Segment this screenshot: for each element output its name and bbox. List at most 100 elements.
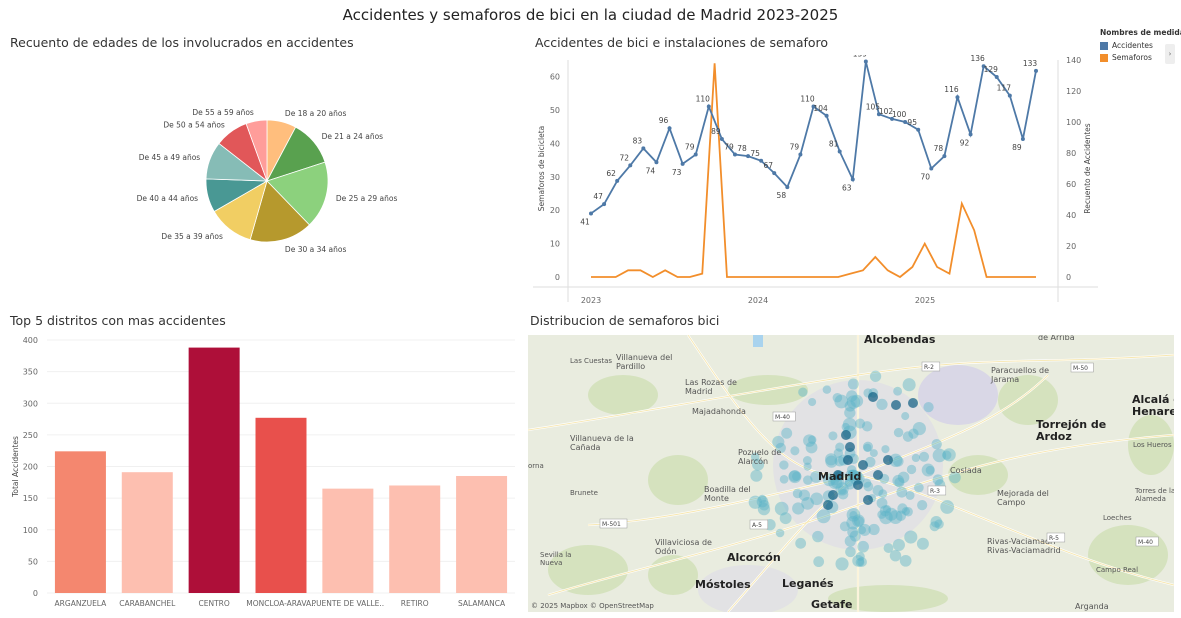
semaforo-hotspot <box>828 490 838 500</box>
x-category-label: MONCLOA-ARAVA.. <box>246 599 316 608</box>
map-place-label: Rivas-Vaciamadri Rivas-Vaciamadrid <box>987 537 1061 555</box>
semaforo-hotspot <box>823 500 833 510</box>
semaforo-heat-point <box>942 450 952 460</box>
semaforo-heat-point <box>849 530 861 542</box>
legend-scroll-arrow-icon[interactable]: › <box>1165 44 1175 64</box>
semaforo-heat-point <box>846 515 860 530</box>
semaforo-heat-point <box>748 495 762 509</box>
accidentes-data-label: 110 <box>800 95 815 104</box>
semaforo-heat-point <box>847 378 859 390</box>
pie-slice[interactable] <box>266 161 329 226</box>
semaforo-heat-point <box>905 490 915 500</box>
semaforo-heat-point <box>758 499 770 511</box>
x-category-label: SALAMANCA <box>458 599 506 608</box>
pie-slice-label: De 18 a 20 años <box>285 109 347 118</box>
map-place-label-line: Villaviciosa de <box>655 538 712 547</box>
y-tick-label: 150 <box>23 494 38 503</box>
district-bar[interactable] <box>389 485 441 593</box>
semaforo-heat-point <box>833 448 843 458</box>
district-bar[interactable] <box>54 451 106 593</box>
map-road-label: R-2 <box>924 364 934 371</box>
accidentes-point <box>746 154 751 159</box>
semaforo-heat-point <box>902 431 914 442</box>
map-green-area <box>548 545 628 595</box>
legend-item-semaforos[interactable]: Semaforos <box>1100 53 1178 62</box>
accidentes-data-label: 83 <box>633 136 643 145</box>
semaforo-heat-point <box>912 421 926 436</box>
pie-slice[interactable] <box>245 119 268 182</box>
x-tick-label: 2023 <box>581 296 601 305</box>
semaforo-hotspot <box>858 460 868 470</box>
accidentes-point <box>772 171 777 176</box>
semaforo-heat-point <box>892 538 905 552</box>
y-tick-label: 50 <box>28 557 38 566</box>
semaforo-heat-point <box>812 530 824 543</box>
y-tick-label: 250 <box>23 431 38 440</box>
accidentes-point <box>693 152 698 157</box>
district-bar[interactable] <box>121 472 173 593</box>
district-bar[interactable] <box>322 488 374 593</box>
map-place-label-line: Campo <box>997 498 1025 507</box>
semaforo-heat-point <box>902 378 916 392</box>
semaforo-heat-point <box>863 481 874 492</box>
map-place-label-line: Cañada <box>570 443 601 452</box>
accidentes-point <box>876 112 881 117</box>
legend-title: Nombres de medidas <box>1100 28 1181 37</box>
semaforo-heat-point <box>822 473 836 487</box>
map-road-label: M-40 <box>775 414 790 421</box>
map-place-label-line: Torrejón de <box>1036 418 1106 431</box>
semaforos-heat-map[interactable]: Alcobendas Las Cuestas Villanueva del Pardi… <box>528 335 1174 612</box>
semaforo-heat-point <box>774 501 789 516</box>
semaforo-heat-point <box>882 504 892 514</box>
district-bar[interactable] <box>456 475 508 593</box>
x-category-label: ARGANZUELA <box>55 599 108 608</box>
accidentes-data-label: 96 <box>659 116 669 125</box>
map-place-label: Campo Real <box>1096 566 1138 574</box>
semaforo-heat-point <box>903 507 913 517</box>
semaforo-heat-point <box>901 412 910 421</box>
accidentes-point <box>850 177 855 182</box>
district-bar[interactable] <box>188 347 240 593</box>
semaforo-heat-point <box>893 386 903 396</box>
map-road-shield <box>1070 362 1094 373</box>
map-place-label: Arganda <box>1075 602 1109 611</box>
map-place-label: Alcorcón <box>727 551 781 564</box>
map-place-label: de Arriba <box>1038 335 1075 342</box>
x-category-label: CENTRO <box>198 599 229 608</box>
semaforo-heat-point <box>917 500 928 511</box>
semaforo-heat-point <box>862 421 873 432</box>
map-place-label-line: Torres de la <box>1134 487 1174 495</box>
semaforo-heat-point <box>839 521 850 532</box>
pie-slice[interactable] <box>249 180 310 243</box>
map-place-label-line: Mejorada del <box>997 489 1049 498</box>
map-canvas[interactable]: Alcobendas Las Cuestas Villanueva del Pardi… <box>528 335 1174 612</box>
accidentes-point <box>890 116 895 121</box>
measures-legend: Nombres de medidas Accidentes Semaforos <box>1100 28 1181 65</box>
semaforo-heat-point <box>899 554 912 567</box>
y-right-tick-label: 140 <box>1066 56 1081 65</box>
y-tick-label: 100 <box>23 526 38 535</box>
accidentes-data-label: 110 <box>696 95 711 104</box>
x-category-label: CARABANCHEL <box>119 599 176 608</box>
accidentes-data-label: 100 <box>892 110 907 119</box>
accidentes-point <box>955 95 960 100</box>
y-left-tick-label: 40 <box>550 139 560 148</box>
semaforo-heat-point <box>844 535 856 547</box>
legend-item-accidentes[interactable]: Accidentes <box>1100 41 1178 50</box>
semaforo-heat-point <box>788 470 801 482</box>
accidentes-data-label: 79 <box>685 143 695 152</box>
map-green-area <box>648 455 708 505</box>
accidentes-data-label: 67 <box>763 161 773 170</box>
map-place-label: Coslada <box>950 466 982 475</box>
semaforo-heat-point <box>858 523 871 536</box>
pie-slice-label: De 50 a 54 años <box>163 120 225 129</box>
semaforo-hotspot <box>841 430 851 440</box>
district-bar[interactable] <box>255 417 307 593</box>
semaforo-heat-point <box>837 485 847 495</box>
accidentes-data-label: 92 <box>960 138 970 147</box>
accidentes-point <box>732 152 737 157</box>
semaforo-heat-point <box>779 460 789 470</box>
accidentes-point <box>680 161 685 166</box>
semaforo-heat-point <box>895 510 907 522</box>
map-place-label-line: Los Hueros <box>1133 441 1172 449</box>
